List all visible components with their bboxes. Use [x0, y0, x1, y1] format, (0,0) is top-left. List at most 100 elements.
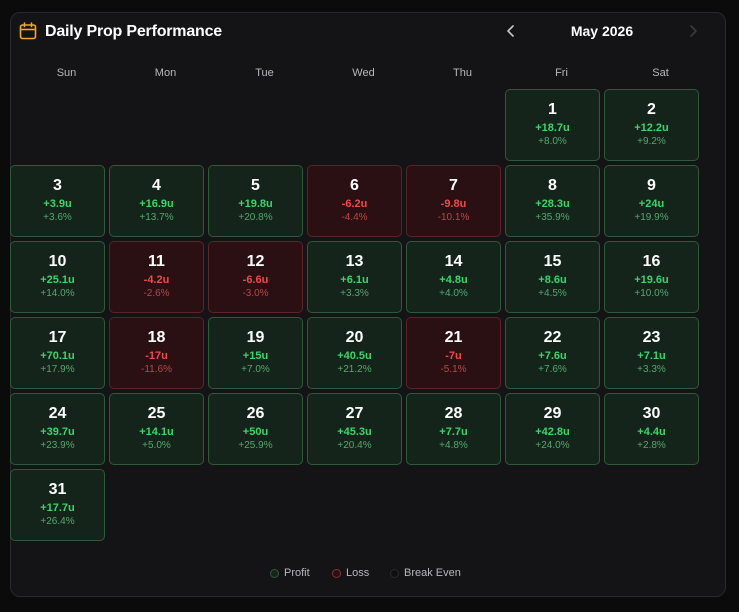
day-units: -6.6u	[242, 274, 269, 286]
day-cell[interactable]: 18 -17u -11.6%	[109, 317, 204, 389]
weekday-thu: Thu	[453, 67, 472, 79]
day-cell[interactable]: 27 +45.3u +20.4%	[307, 393, 402, 465]
day-percent: +2.8%	[637, 440, 666, 451]
day-cell[interactable]: 31 +17.7u +26.4%	[10, 469, 105, 541]
month-label: May 2026	[570, 23, 634, 39]
prev-month-button[interactable]	[500, 20, 522, 42]
day-number: 24	[48, 405, 67, 422]
day-cell[interactable]: 24 +39.7u +23.9%	[10, 393, 105, 465]
day-percent: +26.4%	[40, 516, 75, 527]
day-cell[interactable]: 16 +19.6u +10.0%	[604, 241, 699, 313]
day-number: 21	[444, 329, 463, 346]
day-units: -6.2u	[341, 198, 368, 210]
day-cell[interactable]: 10 +25.1u +14.0%	[10, 241, 105, 313]
day-number: 8	[548, 177, 557, 194]
day-cell[interactable]: 11 -4.2u -2.6%	[109, 241, 204, 313]
day-cell[interactable]: 15 +8.6u +4.5%	[505, 241, 600, 313]
day-units: +50u	[242, 426, 269, 438]
day-percent: +10.0%	[634, 288, 669, 299]
day-cell[interactable]: 23 +7.1u +3.3%	[604, 317, 699, 389]
weekday-mon: Mon	[154, 67, 177, 79]
day-cell[interactable]: 6 -6.2u -4.4%	[307, 165, 402, 237]
day-cell[interactable]: 4 +16.9u +13.7%	[109, 165, 204, 237]
day-percent: +5.0%	[142, 440, 171, 451]
day-cell[interactable]: 28 +7.7u +4.8%	[406, 393, 501, 465]
day-cell[interactable]: 19 +15u +7.0%	[208, 317, 303, 389]
day-percent: -5.1%	[440, 364, 467, 375]
break-even-dot-icon	[390, 568, 399, 578]
day-number: 28	[444, 405, 463, 422]
day-cell[interactable]: 8 +28.3u +35.9%	[505, 165, 600, 237]
weekday-sun: Sun	[56, 67, 77, 79]
day-percent: +14.0%	[40, 288, 75, 299]
day-percent: +4.8%	[439, 440, 468, 451]
day-percent: +25.9%	[238, 440, 273, 451]
legend-loss-label: Loss	[346, 567, 370, 579]
day-cell[interactable]: 20 +40.5u +21.2%	[307, 317, 402, 389]
day-percent: +3.3%	[637, 364, 666, 375]
day-cell[interactable]: 21 -7u -5.1%	[406, 317, 501, 389]
legend-break-even-label: Break Even	[404, 567, 461, 579]
day-units: +19.6u	[634, 274, 669, 286]
day-number: 17	[48, 329, 67, 346]
day-cell[interactable]: 22 +7.6u +7.6%	[505, 317, 600, 389]
day-cell[interactable]: 26 +50u +25.9%	[208, 393, 303, 465]
day-units: +8.6u	[538, 274, 567, 286]
day-percent: +21.2%	[337, 364, 372, 375]
day-units: +4.8u	[439, 274, 468, 286]
day-percent: +20.4%	[337, 440, 372, 451]
day-cell[interactable]: 1 +18.7u +8.0%	[505, 89, 600, 161]
day-cell[interactable]: 17 +70.1u +17.9%	[10, 317, 105, 389]
day-number: 22	[543, 329, 562, 346]
day-cell[interactable]: 5 +19.8u +20.8%	[208, 165, 303, 237]
day-cell[interactable]: 7 -9.8u -10.1%	[406, 165, 501, 237]
day-cell[interactable]: 9 +24u +19.9%	[604, 165, 699, 237]
day-cell[interactable]: 3 +3.9u +3.6%	[10, 165, 105, 237]
day-percent: +20.8%	[238, 212, 273, 223]
weekday-header-row: Sun Mon Tue Wed Thu Fri Sat	[9, 67, 699, 81]
day-units: +6.1u	[340, 274, 369, 286]
day-percent: -3.0%	[242, 288, 269, 299]
weekday-wed: Wed	[352, 67, 375, 79]
day-cell[interactable]: 14 +4.8u +4.0%	[406, 241, 501, 313]
day-percent: +7.0%	[241, 364, 270, 375]
day-units: +4.4u	[637, 426, 666, 438]
day-units: +12.2u	[634, 122, 669, 134]
day-cell[interactable]: 29 +42.8u +24.0%	[505, 393, 600, 465]
day-percent: +4.0%	[439, 288, 468, 299]
day-cell[interactable]: 30 +4.4u +2.8%	[604, 393, 699, 465]
day-units: +7.1u	[637, 350, 666, 362]
next-month-button[interactable]	[682, 20, 704, 42]
profit-dot-icon	[270, 568, 279, 578]
day-units: +24u	[638, 198, 665, 210]
day-percent: +35.9%	[535, 212, 570, 223]
day-percent: -2.6%	[143, 288, 170, 299]
day-cell[interactable]: 13 +6.1u +3.3%	[307, 241, 402, 313]
day-number: 29	[543, 405, 562, 422]
day-number: 4	[152, 177, 161, 194]
day-percent: +17.9%	[40, 364, 75, 375]
day-percent: +3.6%	[43, 212, 72, 223]
day-percent: -11.6%	[141, 364, 172, 375]
day-units: +18.7u	[535, 122, 570, 134]
day-cell[interactable]: 12 -6.6u -3.0%	[208, 241, 303, 313]
weekday-fri: Fri	[555, 67, 568, 79]
day-number: 12	[246, 253, 265, 270]
day-cell[interactable]: 25 +14.1u +5.0%	[109, 393, 204, 465]
day-number: 18	[147, 329, 166, 346]
day-number: 15	[543, 253, 562, 270]
day-number: 25	[147, 405, 166, 422]
day-number: 3	[53, 177, 62, 194]
day-units: +25.1u	[40, 274, 75, 286]
day-number: 16	[642, 253, 661, 270]
weekday-tue: Tue	[255, 67, 274, 79]
day-units: -7u	[445, 350, 462, 362]
day-units: -17u	[145, 350, 168, 362]
calendar-grid: 1 +18.7u +8.0% 2 +12.2u +9.2% 3 +3.9u +3.6% 4 +16.…	[9, 89, 704, 549]
day-number: 1	[548, 101, 557, 118]
day-number: 26	[246, 405, 265, 422]
day-units: +19.8u	[238, 198, 273, 210]
day-cell[interactable]: 2 +12.2u +9.2%	[604, 89, 699, 161]
calendar-header: Daily Prop Performance May 2026	[10, 18, 729, 46]
day-units: -9.8u	[440, 198, 467, 210]
